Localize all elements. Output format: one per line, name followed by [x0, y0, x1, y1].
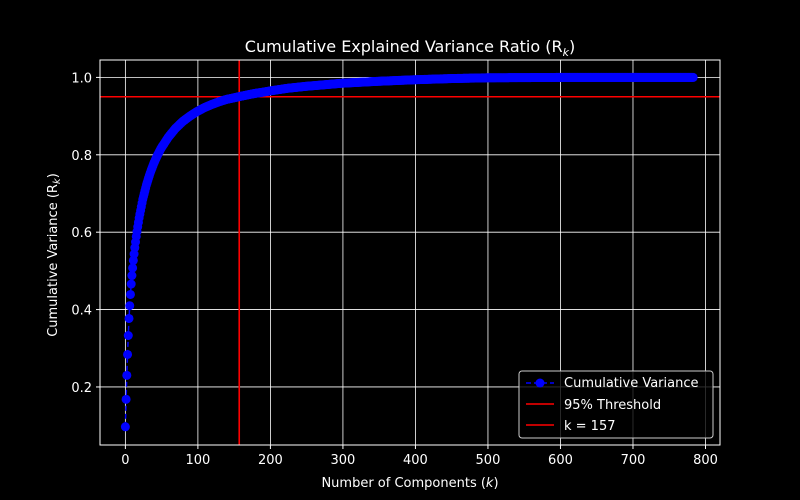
x-tick-label: 600	[548, 453, 573, 468]
data-point	[121, 394, 131, 404]
x-tick-label: 0	[121, 453, 129, 468]
legend-entry-threshold: 95% Threshold	[526, 398, 661, 413]
legend-entry-k: k = 157	[526, 419, 616, 434]
legend-marker-circle-icon	[535, 378, 545, 388]
plot-area: 0 100 200 300 400 500 600 700 800 0.2 0.4 0.6 0.8 1.…	[71, 59, 721, 468]
data-point	[125, 301, 135, 311]
data-point	[122, 370, 132, 380]
x-tick-label: 500	[476, 453, 501, 468]
y-tick-label: 0.4	[71, 304, 92, 319]
legend-entry-cumulative-variance: Cumulative Variance	[526, 376, 699, 391]
x-tick-label: 100	[185, 453, 210, 468]
data-point	[120, 422, 130, 432]
x-axis-label: Number of Components (k)	[321, 476, 498, 491]
x-tick-label: 200	[258, 453, 283, 468]
y-tick-label: 0.6	[71, 226, 92, 241]
data-point	[126, 279, 136, 289]
legend-label-cumulative-variance: Cumulative Variance	[564, 376, 699, 391]
data-point	[123, 331, 133, 340]
x-tick-label: 300	[331, 453, 356, 468]
axes-frame	[99, 59, 721, 446]
y-axis-label: Cumulative Variance (Rk)	[46, 173, 63, 337]
data-point	[125, 289, 135, 299]
data-point	[123, 349, 133, 359]
legend-label-threshold: 95% Threshold	[564, 398, 661, 413]
x-tick-label: 700	[621, 453, 646, 468]
x-tick-label: 400	[403, 453, 428, 468]
y-tick-label: 0.2	[71, 381, 92, 396]
legend-label-k: k = 157	[564, 419, 616, 434]
y-tick-label: 0.8	[71, 149, 92, 164]
y-tick-label: 1.0	[71, 71, 92, 86]
data-point	[128, 263, 138, 273]
y-axis-ticks: 0.2 0.4 0.6 0.8 1.0	[71, 71, 100, 396]
x-tick-label: 800	[693, 453, 718, 468]
data-point	[124, 313, 134, 323]
series-group	[120, 72, 698, 432]
legend-box	[518, 370, 714, 439]
data-point	[127, 271, 137, 281]
chart-title: Cumulative Explained Variance Ratio (Rk)	[245, 37, 575, 59]
legend: Cumulative Variance 95% Threshold k = 15…	[518, 370, 714, 439]
data-point	[688, 72, 698, 82]
reference-lines	[100, 60, 720, 445]
x-axis-ticks: 0 100 200 300 400 500 600 700 800	[121, 445, 718, 468]
